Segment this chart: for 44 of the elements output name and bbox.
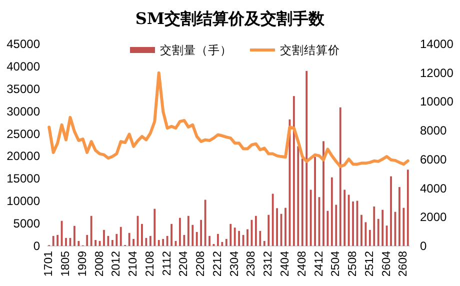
y-tick-label: 45000 [6,37,40,51]
y2-tick-label: 2000 [420,210,448,224]
x-tick-label: 1701 [43,251,56,277]
x-tick-label: 2508 [347,251,360,277]
y-tick-label: 15000 [6,172,40,186]
x-tick-label: 2112 [161,251,174,276]
y2-tick-label: 8000 [420,124,448,138]
x-tick-label: 2212 [212,251,224,277]
y-tick-label: 25000 [6,126,40,141]
y2-tick-label: 6000 [420,152,448,166]
x-tick-label: 1805 [60,251,72,277]
x-tick-label: 2512 [364,251,376,277]
y-tick-label: 30000 [6,104,40,118]
y-tick-label: 0 [33,239,40,253]
x-tick-label: 2204 [178,250,190,277]
y-tick-label: 40000 [6,59,40,74]
y2-tick-label: 4000 [420,181,448,196]
x-tick-label: 2108 [144,251,156,277]
x-tick-label: 2408 [296,251,308,277]
x-tick-label: 2104 [128,250,140,277]
y-tick-label: 10000 [6,194,40,208]
x-tick-label: 2312 [262,251,275,277]
x-tick-label: 2412 [313,251,326,277]
legend-label: 交割量（手） [160,43,232,57]
x-tick-label: 2012 [110,251,123,277]
x-tick-label: 2608 [398,251,410,277]
x-tick-label: 2604 [380,250,393,277]
x-tick-label: 1909 [76,251,89,277]
y2-tick-label: 10000 [420,94,454,109]
x-tick-label: 2208 [195,251,208,277]
chart-title: SM交割结算价及交割手数 [135,9,326,28]
x-tick-label: 2404 [279,250,292,277]
x-tick-label: 2308 [246,251,258,277]
y-tick-label: 35000 [6,82,40,96]
x-tick-label: 2504 [330,250,342,277]
y2-tick-label: 0 [420,239,427,253]
y-tick-label: 20000 [6,149,40,164]
y2-tick-label: 12000 [420,66,454,80]
line-series [48,71,410,168]
y-tick-label: 5000 [13,216,40,231]
x-tick-label: 2304 [228,250,241,277]
legend-label: 交割结算价 [280,43,340,57]
x-tick-label: 2008 [94,251,106,277]
y2-tick-label: 14000 [420,37,454,51]
